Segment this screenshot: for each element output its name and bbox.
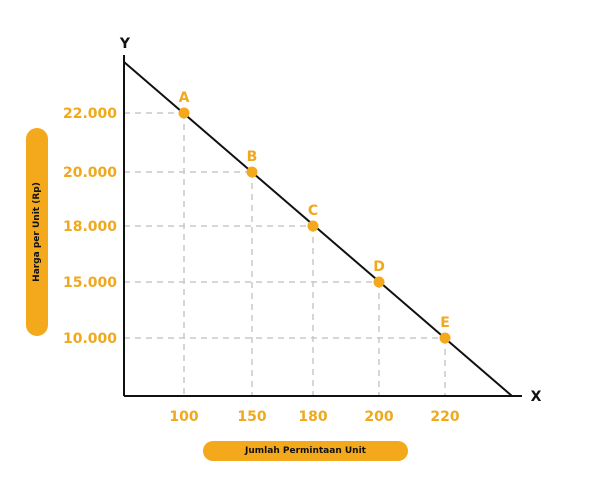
x-tick-label: 100 xyxy=(169,409,198,425)
point-label: E xyxy=(440,315,450,331)
y-axis-letter: Y xyxy=(119,36,131,52)
data-point-d xyxy=(373,276,385,288)
y-tick-labels: 22.000 20.000 18.000 15.000 10.000 xyxy=(63,106,117,347)
point-label: C xyxy=(308,203,318,219)
y-axis-label: Harga per Unit (Rp) xyxy=(26,128,48,336)
x-tick-label: 150 xyxy=(237,409,266,425)
x-axis-letter: X xyxy=(531,389,542,405)
x-tick-label: 220 xyxy=(430,409,459,425)
y-tick-label: 20.000 xyxy=(63,165,117,181)
data-point-e xyxy=(439,332,451,344)
x-axis-label: Jumlah Permintaan Unit xyxy=(203,441,408,461)
y-tick-label: 18.000 xyxy=(63,219,117,235)
point-label: B xyxy=(247,149,258,165)
data-point-b xyxy=(246,166,258,178)
data-point-a xyxy=(178,107,190,119)
x-axis-label-text: Jumlah Permintaan Unit xyxy=(245,446,366,456)
data-points: A B C D E xyxy=(178,90,451,344)
y-tick-label: 15.000 xyxy=(63,275,117,291)
y-tick-label: 10.000 xyxy=(63,331,117,347)
y-tick-label: 22.000 xyxy=(63,106,117,122)
x-tick-label: 200 xyxy=(364,409,393,425)
y-axis-label-text: Harga per Unit (Rp) xyxy=(32,182,42,282)
guide-lines xyxy=(124,112,446,396)
data-point-c xyxy=(307,220,319,232)
point-label: A xyxy=(179,90,190,106)
x-tick-label: 180 xyxy=(298,409,327,425)
point-label: D xyxy=(373,259,385,275)
x-tick-labels: 100 150 180 200 220 xyxy=(169,409,459,425)
